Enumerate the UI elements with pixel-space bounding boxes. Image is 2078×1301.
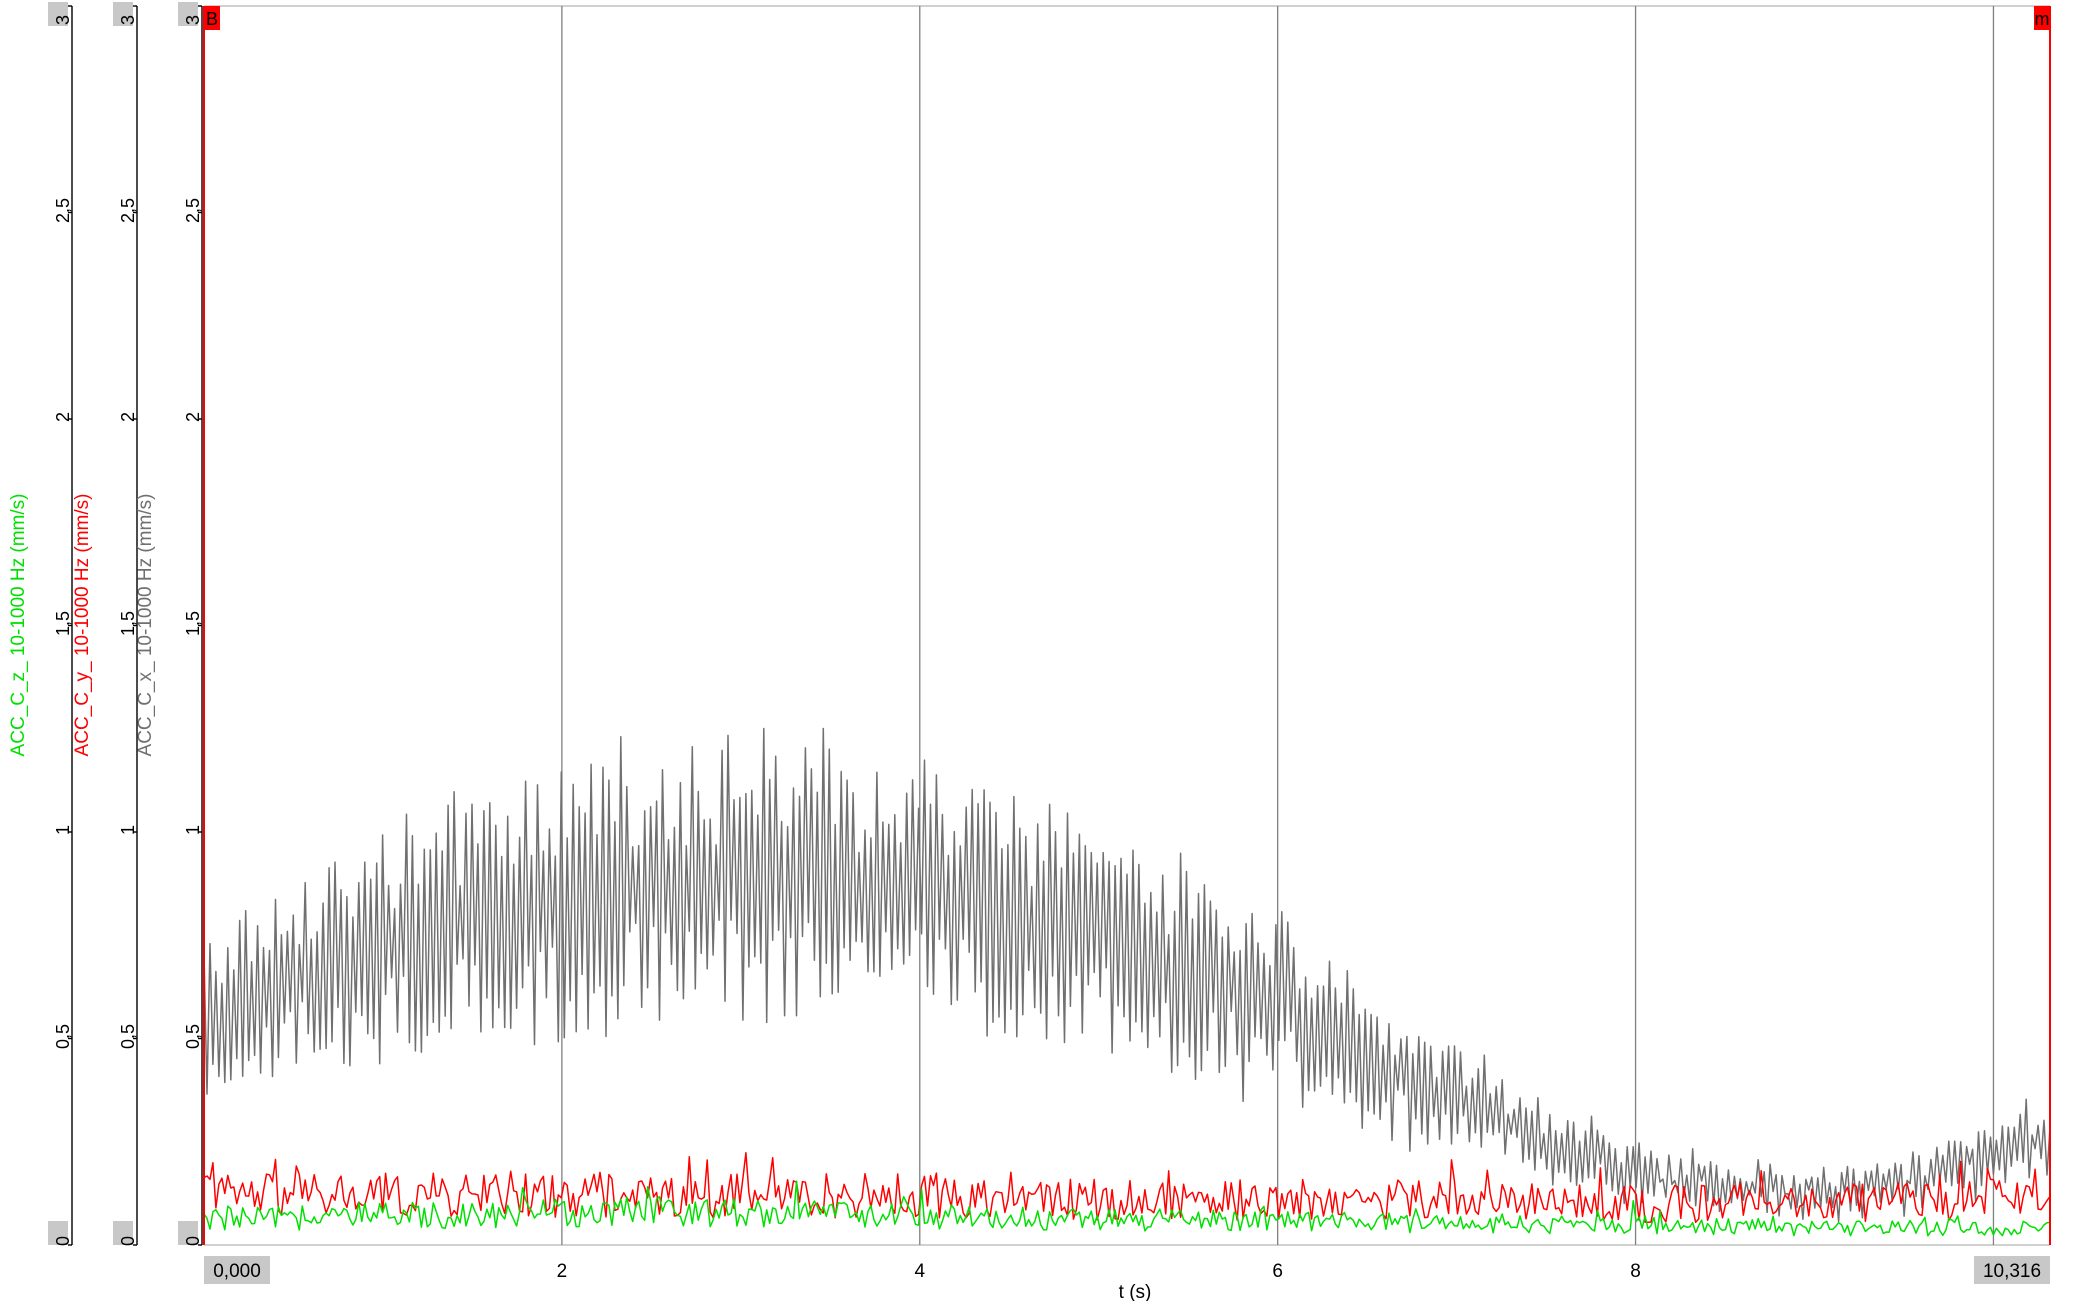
y-tick-label: 1,5 <box>118 611 138 636</box>
cursor-right-value-box <box>1974 1256 2050 1284</box>
y-tick-label: 2 <box>183 412 203 422</box>
y-tick-label: 0,5 <box>118 1024 138 1049</box>
y-tick-label: 1 <box>53 825 73 835</box>
y-tick-label-box <box>113 2 133 26</box>
y-tick-label-box <box>48 1221 68 1245</box>
y-tick-label: 2 <box>118 412 138 422</box>
y-tick-label: 3 <box>53 15 73 25</box>
y-tick-label: 0 <box>118 1236 138 1246</box>
y-tick-label: 2,5 <box>53 198 73 223</box>
y-tick-label: 1 <box>118 825 138 835</box>
y-tick-label: 2,5 <box>118 198 138 223</box>
cursors[interactable]: B 0,000 m 10,316 <box>203 6 2051 1284</box>
y-tick-label: 0,5 <box>183 1024 203 1049</box>
y-axis-title: ACC_C_z_ 10-1000 Hz (mm/s) <box>8 494 29 757</box>
y-tick-label-box <box>113 1221 133 1245</box>
series-line <box>203 1152 2051 1224</box>
grid <box>204 5 2050 1246</box>
y-tick-label-box <box>178 1221 198 1245</box>
y-tick-label: 0 <box>53 1236 73 1246</box>
y-tick-label: 2,5 <box>183 198 203 223</box>
x-axis: t (s) 2 4 6 8 <box>557 1261 1641 1301</box>
cursor-left-marker-box[interactable] <box>204 6 220 30</box>
y-tick-label: 1 <box>183 825 203 835</box>
x-tick-label: 2 <box>557 1261 568 1282</box>
y-axes: 0 0,5 1 1,5 2 2,5 3 ACC_C_z_ 10-1000 Hz (mm/s) 0… <box>8 2 203 1246</box>
cursor-left-value-box <box>204 1256 270 1284</box>
y-tick-label: 0 <box>183 1236 203 1246</box>
cursor-left-marker: B <box>206 9 218 29</box>
y-tick-label: 3 <box>183 15 203 25</box>
y-tick-label: 0,5 <box>53 1024 73 1049</box>
series-line <box>203 727 2051 1223</box>
series-line <box>203 1180 2051 1237</box>
x-tick-label: 6 <box>1272 1261 1283 1282</box>
y-axis-title: ACC_C_y_ 10-1000 Hz (mm/s) <box>72 494 93 757</box>
y-tick-label: 2 <box>53 412 73 422</box>
cursor-right-marker: m <box>2035 9 2050 29</box>
x-axis-label: t (s) <box>1119 1282 1152 1301</box>
y-tick-label-box <box>178 2 198 26</box>
cursor-right-value: 10,316 <box>1983 1261 2041 1282</box>
x-tick-label: 8 <box>1630 1261 1641 1282</box>
cursor-left-value: 0,000 <box>213 1261 261 1282</box>
series-lines <box>203 727 2051 1237</box>
cursor-right-marker-box[interactable] <box>2034 6 2050 30</box>
y-tick-label: 1,5 <box>183 611 203 636</box>
y-tick-label-box <box>48 2 68 26</box>
x-tick-label: 4 <box>914 1261 925 1282</box>
y-tick-label: 1,5 <box>53 611 73 636</box>
y-tick-label: 3 <box>118 15 138 25</box>
y-axis-title: ACC_C_x_ 10-1000 Hz (mm/s) <box>135 494 156 757</box>
